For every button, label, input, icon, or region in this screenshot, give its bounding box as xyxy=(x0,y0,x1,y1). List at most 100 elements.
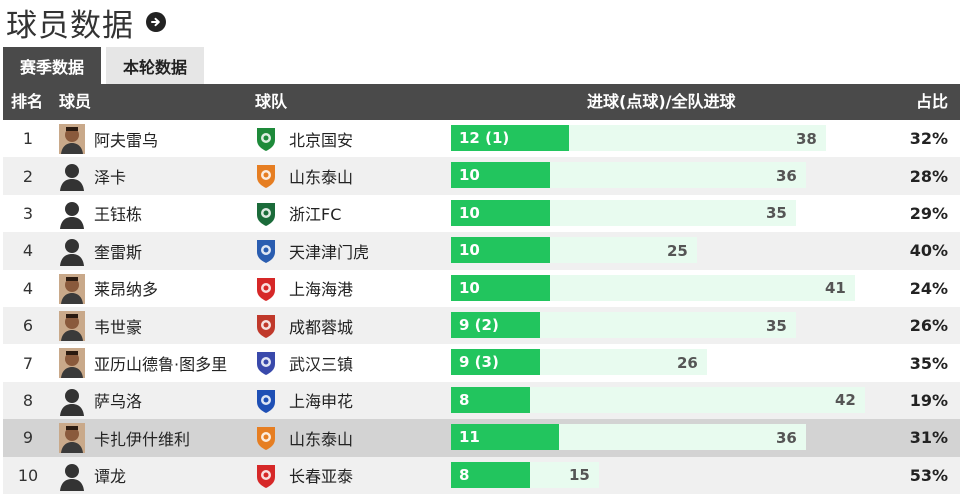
ratio-cell: 40% xyxy=(909,241,948,261)
tab-season-stats[interactable]: 赛季数据 xyxy=(3,47,102,84)
player-goals-bar: 9 (2) xyxy=(451,311,540,338)
team-name-link[interactable]: 天津津门虎 xyxy=(289,242,370,262)
ratio-cell: 26% xyxy=(909,316,948,336)
player-goals-bar: 8 xyxy=(451,386,530,413)
player-goals-bar: 12 (1) xyxy=(451,125,569,151)
player-avatar[interactable] xyxy=(59,386,85,416)
header-player[interactable]: 球员 xyxy=(59,92,92,111)
player-name-link[interactable]: 奎雷斯 xyxy=(94,242,143,262)
goals-bar: 10 35 xyxy=(451,195,901,232)
team-crest-icon[interactable] xyxy=(255,163,277,189)
goals-bar: 8 42 xyxy=(451,382,901,419)
rank-cell: 7 xyxy=(22,353,34,373)
ratio-cell: 32% xyxy=(909,129,948,149)
player-goals-bar: 10 xyxy=(451,274,550,301)
table-row[interactable]: 6 韦世豪 成都蓉城 9 (2) 35 26% xyxy=(3,306,960,345)
player-avatar[interactable] xyxy=(59,348,85,379)
header-rank[interactable]: 排名 xyxy=(11,92,44,111)
team-crest-icon[interactable] xyxy=(255,350,277,376)
table-row[interactable]: 7 亚历山德鲁·图多里 武汉三镇 9 (3) 26 35% xyxy=(3,344,960,381)
player-name-link[interactable]: 亚历山德鲁·图多里 xyxy=(94,355,228,375)
header-team[interactable]: 球队 xyxy=(255,92,288,111)
ratio-cell: 24% xyxy=(909,278,948,298)
team-goals-value: 36 xyxy=(776,167,797,186)
player-goals-bar: 10 xyxy=(451,237,550,264)
team-name-link[interactable]: 成都蓉城 xyxy=(289,317,354,337)
ratio-cell: 28% xyxy=(909,166,948,186)
team-crest-icon[interactable] xyxy=(255,425,277,451)
table-row[interactable]: 9 卡扎伊什维利 山东泰山 11 36 31% xyxy=(3,419,960,457)
team-name-link[interactable]: 浙江FC xyxy=(289,205,342,225)
team-crest-icon[interactable] xyxy=(255,201,277,227)
table-row[interactable]: 3 王钰栋 浙江FC 10 35 29% xyxy=(3,195,960,232)
player-avatar[interactable] xyxy=(59,461,85,491)
header-goals[interactable]: 进球(点球)/全队进球 xyxy=(587,92,736,111)
team-crest-icon[interactable] xyxy=(255,276,277,302)
page-header: 球员数据 xyxy=(6,0,166,44)
team-crest-icon[interactable] xyxy=(255,388,277,414)
player-name-link[interactable]: 王钰栋 xyxy=(94,205,143,225)
goals-bar: 8 15 xyxy=(451,457,901,494)
team-crest-icon[interactable] xyxy=(255,126,277,152)
team-goals-value: 15 xyxy=(569,466,590,485)
page-title: 球员数据 xyxy=(6,7,134,44)
team-name-link[interactable]: 上海申花 xyxy=(289,392,354,412)
rank-cell: 6 xyxy=(22,316,34,336)
tab-round-stats[interactable]: 本轮数据 xyxy=(106,47,205,84)
rank-cell: 4 xyxy=(22,278,34,298)
table-header: 排名 球员 球队 进球(点球)/全队进球 占比 xyxy=(3,84,960,120)
team-goals-value: 25 xyxy=(667,241,688,260)
player-name-link[interactable]: 谭龙 xyxy=(94,467,127,487)
ratio-cell: 35% xyxy=(909,353,948,373)
team-goals-value: 36 xyxy=(776,428,797,447)
goals-bar: 10 41 xyxy=(451,270,901,307)
player-goals-bar: 8 xyxy=(451,461,530,488)
player-avatar[interactable] xyxy=(59,199,85,229)
team-crest-icon[interactable] xyxy=(255,238,277,264)
player-name-link[interactable]: 阿夫雷乌 xyxy=(94,130,159,150)
team-goals-value: 42 xyxy=(835,391,856,410)
rank-cell: 3 xyxy=(22,203,34,223)
player-stats-table: 排名 球员 球队 进球(点球)/全队进球 占比 1 阿夫雷乌 北京国安 12 (1) 3… xyxy=(3,84,960,494)
team-name-link[interactable]: 山东泰山 xyxy=(289,429,354,449)
player-avatar[interactable] xyxy=(59,310,85,341)
player-avatar[interactable] xyxy=(59,423,85,454)
player-name-link[interactable]: 卡扎伊什维利 xyxy=(94,429,191,449)
table-row[interactable]: 4 奎雷斯 天津津门虎 10 25 40% xyxy=(3,232,960,270)
player-goals-bar: 9 (3) xyxy=(451,349,540,376)
tab-bar: 赛季数据 本轮数据 xyxy=(3,47,205,84)
player-name-link[interactable]: 韦世豪 xyxy=(94,317,143,337)
table-row[interactable]: 8 萨乌洛 上海申花 8 42 19% xyxy=(3,381,960,420)
arrow-right-circle-icon[interactable] xyxy=(146,12,166,32)
goals-bar: 10 36 xyxy=(451,157,901,194)
team-name-link[interactable]: 山东泰山 xyxy=(289,168,354,188)
team-goals-value: 41 xyxy=(825,279,846,298)
team-name-link[interactable]: 北京国安 xyxy=(289,130,354,150)
player-goals-bar: 10 xyxy=(451,162,550,189)
header-ratio[interactable]: 占比 xyxy=(915,92,948,111)
player-avatar[interactable] xyxy=(59,236,85,267)
player-name-link[interactable]: 泽卡 xyxy=(94,168,127,188)
team-goals-value: 35 xyxy=(766,204,787,223)
team-goals-value: 35 xyxy=(766,316,787,335)
team-crest-icon[interactable] xyxy=(255,313,277,339)
goals-bar: 9 (3) 26 xyxy=(451,344,901,381)
player-name-link[interactable]: 莱昂纳多 xyxy=(94,280,159,300)
rank-cell: 2 xyxy=(22,166,34,186)
table-row[interactable]: 10 谭龙 长春亚泰 8 15 53% xyxy=(3,456,960,494)
rank-cell: 4 xyxy=(22,241,34,261)
team-name-link[interactable]: 长春亚泰 xyxy=(289,467,354,487)
player-name-link[interactable]: 萨乌洛 xyxy=(94,392,143,412)
table-row[interactable]: 4 莱昂纳多 上海海港 10 41 24% xyxy=(3,270,960,307)
team-name-link[interactable]: 上海海港 xyxy=(289,280,354,300)
player-avatar[interactable] xyxy=(59,124,85,154)
table-row[interactable]: 1 阿夫雷乌 北京国安 12 (1) 38 32% xyxy=(3,120,960,157)
table-row[interactable]: 2 泽卡 山东泰山 10 36 28% xyxy=(3,157,960,195)
team-name-link[interactable]: 武汉三镇 xyxy=(289,355,354,375)
player-avatar[interactable] xyxy=(59,273,85,304)
goals-bar: 11 36 xyxy=(451,419,901,456)
team-crest-icon[interactable] xyxy=(255,463,277,489)
player-avatar[interactable] xyxy=(59,161,85,192)
rank-cell: 8 xyxy=(22,390,34,410)
goals-bar: 10 25 xyxy=(451,232,901,269)
